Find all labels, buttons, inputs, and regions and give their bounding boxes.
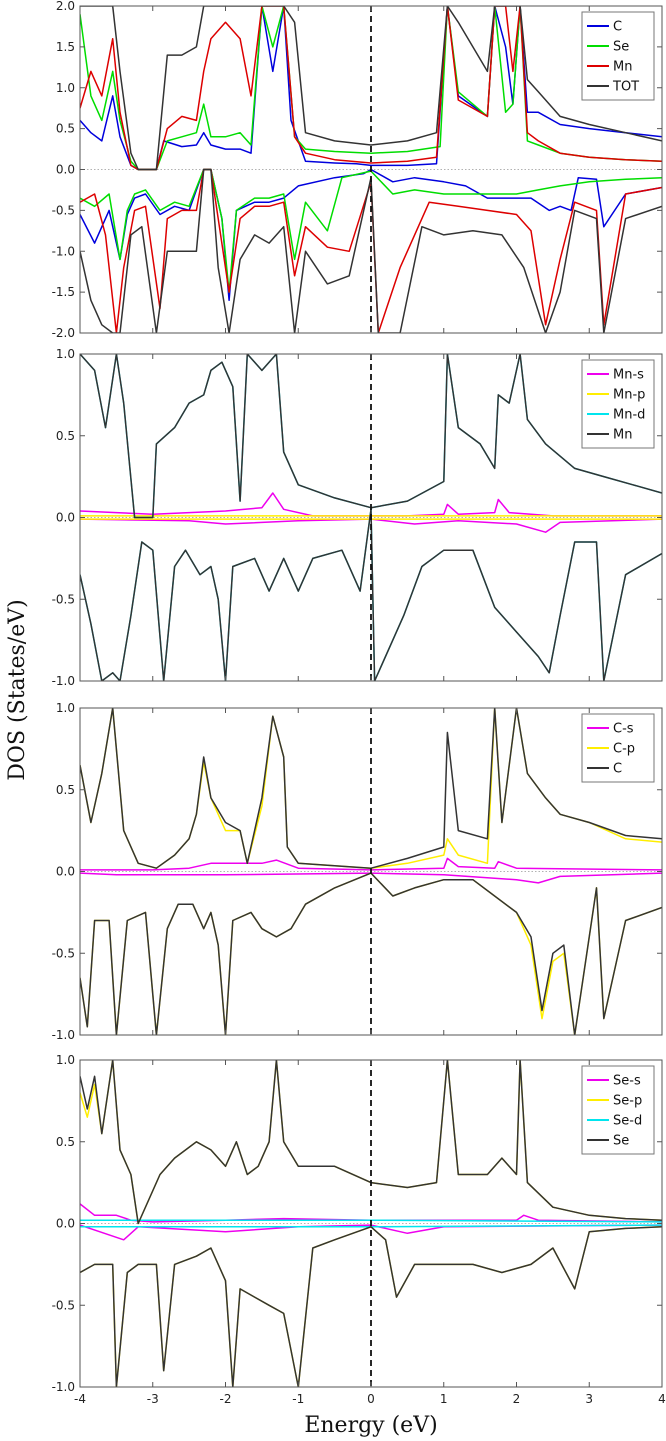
y-tick-label: 0.5 (56, 122, 75, 136)
panel-total: -2.0 -1.5 -1.0 -0.5 0.0 0.5 1.0 1.5 2.0 C Se Mn TOT (52, 0, 663, 340)
legend-label-se-p: Se-p (613, 1094, 642, 1109)
panel-c: -1.0 -0.5 0.0 0.5 1.0 C-s C-p C (52, 701, 663, 1042)
x-tick-label: 1 (440, 1392, 448, 1406)
series-mn-spin-up (80, 354, 662, 519)
series-tot-spin-up (80, 6, 662, 171)
series-se-s-spin-up (80, 1203, 662, 1223)
x-tick-label: 2 (513, 1392, 521, 1406)
series-tot-spin-down (80, 168, 662, 333)
legend-label-se: Se (613, 1134, 629, 1149)
series-mn-spin-down (80, 168, 662, 333)
legend-label-mn-s: Mn-s (613, 368, 644, 383)
y-tick-label: 0.0 (56, 163, 75, 177)
y-tick-label: 1.0 (56, 701, 75, 715)
legend-box (581, 713, 655, 783)
series-c-spin-down (80, 168, 662, 302)
legend-label-mn-p: Mn-p (613, 388, 645, 403)
legend-label-c: C (613, 762, 622, 777)
legend-label-c-p: C-p (613, 742, 635, 757)
legend-label-se-s: Se-s (613, 1074, 641, 1089)
series-c-spin-up (80, 708, 662, 869)
y-tick-label: 0.5 (56, 783, 75, 797)
x-tick-label: 4 (658, 1392, 666, 1406)
y-tick-label: 1.5 (56, 40, 75, 54)
x-tick-label: 0 (367, 1392, 375, 1406)
y-tick-label: -1.0 (52, 244, 75, 258)
legend-label-c: C (613, 20, 622, 35)
y-tick-label: -1.5 (52, 285, 75, 299)
series-mn-spin-down (80, 508, 662, 681)
legend-label-mn: Mn (613, 60, 632, 75)
y-tick-label: -2.0 (52, 326, 75, 340)
x-axis-title: Energy (eV) (304, 1413, 437, 1438)
legend-label-se-d: Se-d (613, 1114, 642, 1129)
y-tick-label: -1.0 (52, 1380, 75, 1394)
legend-label-c-s: C-s (613, 722, 634, 737)
series-se-spin-down (80, 1226, 662, 1387)
x-tick-label: -3 (147, 1392, 159, 1406)
panel-mn: -1.0 -0.5 0.0 0.5 1.0 Mn-s Mn-p Mn-d Mn (52, 347, 663, 688)
series-mn-s-spin-down (80, 518, 662, 533)
legend: Se-s Se-p Se-d Se (581, 1065, 655, 1155)
series-se-spin-down (80, 168, 662, 293)
x-tick-label: 3 (585, 1392, 593, 1406)
y-tick-label: -1.0 (52, 1028, 75, 1042)
y-tick-label: -0.5 (52, 592, 75, 606)
y-tick-label: -0.5 (52, 1298, 75, 1312)
y-tick-label: 2.0 (56, 0, 75, 13)
y-tick-label: 0.5 (56, 1135, 75, 1149)
y-tick-label: 1.0 (56, 81, 75, 95)
legend-label-mn: Mn (613, 428, 632, 443)
x-tick-label: -4 (74, 1392, 86, 1406)
legend: Mn-s Mn-p Mn-d Mn (581, 359, 655, 449)
series-c-spin-down (80, 872, 662, 1035)
y-tick-label: 0.0 (56, 865, 75, 879)
legend-label-mn-d: Mn-d (613, 408, 645, 423)
x-tick-label: -1 (292, 1392, 304, 1406)
legend-label-tot: TOT (612, 80, 639, 95)
y-tick-label: -0.5 (52, 203, 75, 217)
y-axis-title: DOS (States/eV) (5, 599, 30, 780)
y-tick-label: 0.0 (56, 1217, 75, 1231)
x-tick-label: -2 (220, 1392, 232, 1406)
series-group (80, 708, 662, 1035)
legend-label-se: Se (613, 40, 629, 55)
series-group (80, 6, 662, 333)
legend: C Se Mn TOT (581, 11, 655, 101)
series-se-spin-up (80, 1060, 662, 1225)
y-tick-label: -1.0 (52, 674, 75, 688)
panel-se: -1.0-0.50.00.51.0-4 -3 -2 -1 0 1 2 3 4Se-sSe-pSe… (52, 1053, 666, 1406)
y-tick-label: 0.0 (56, 511, 75, 525)
y-tick-label: 1.0 (56, 1053, 75, 1067)
series-c-s-spin-down (80, 872, 662, 884)
y-tick-label: 1.0 (56, 347, 75, 361)
y-tick-label: 0.5 (56, 429, 75, 443)
y-tick-label: -0.5 (52, 946, 75, 960)
legend: C-s C-p C (581, 713, 655, 783)
